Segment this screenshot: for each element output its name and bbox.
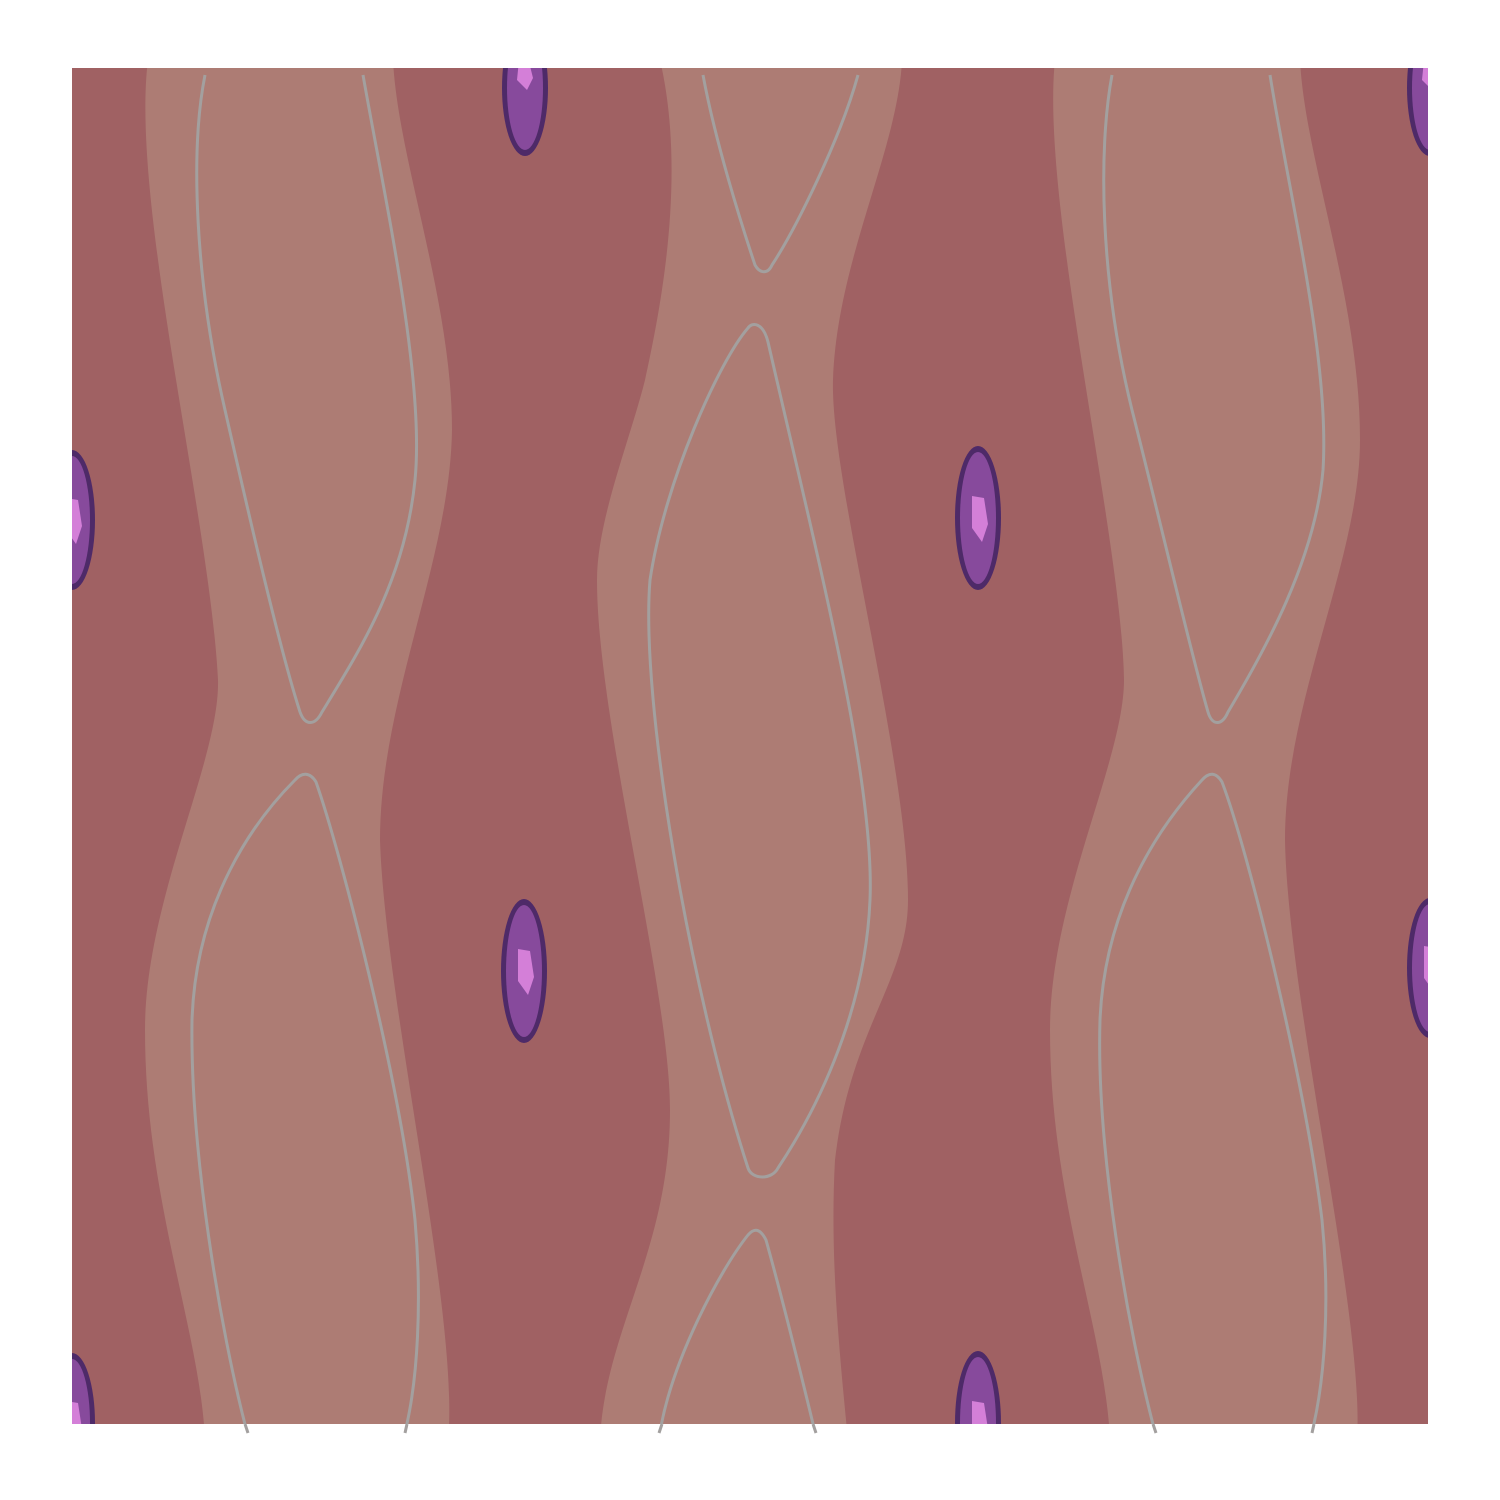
cell-band-center [597, 68, 908, 1424]
vein-outline [647, 323, 872, 1179]
nucleus [1407, 898, 1428, 1038]
vein-tail [1310, 1423, 1316, 1434]
vein-tail [657, 1423, 664, 1434]
vein-outline [195, 74, 419, 724]
nucleus [1407, 68, 1428, 156]
vein-tail [243, 1423, 250, 1434]
vein-outline [190, 772, 420, 1424]
vein-outline [1102, 74, 1326, 724]
vein-outline [1098, 772, 1328, 1424]
cell-band-right [1050, 68, 1360, 1424]
nucleus [955, 446, 1001, 590]
vein-tail [811, 1423, 818, 1434]
vein-tail [403, 1423, 409, 1434]
nucleus [501, 899, 547, 1043]
nucleus [502, 68, 548, 156]
nucleus [955, 1351, 1001, 1424]
vein-tail [1151, 1423, 1158, 1434]
nucleus [72, 1353, 95, 1424]
nucleus [72, 450, 95, 590]
cell-band-left [145, 68, 452, 1424]
vein-outline [701, 74, 860, 274]
vein-outline [660, 1228, 815, 1424]
